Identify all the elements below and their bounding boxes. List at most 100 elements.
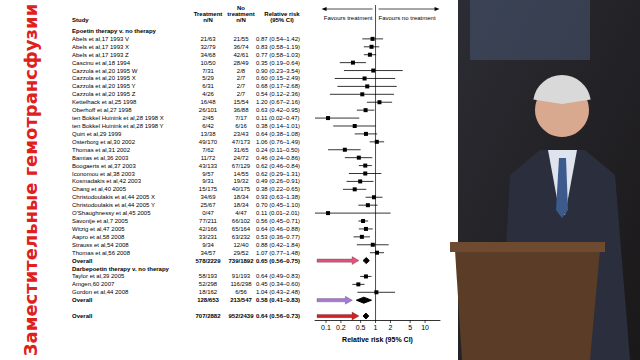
svg-text:Favours no treatment: Favours no treatment — [379, 15, 436, 21]
svg-text:707/2882: 707/2882 — [195, 313, 221, 319]
svg-text:Abels et al,17 1993 V: Abels et al,17 1993 V — [72, 36, 129, 42]
svg-text:Cazzola et al,20 1995 X: Cazzola et al,20 1995 X — [72, 75, 136, 81]
svg-text:18/34: 18/34 — [233, 202, 249, 208]
svg-text:23/43: 23/43 — [233, 131, 249, 137]
svg-text:Osterborg et al,30 2002: Osterborg et al,30 2002 — [72, 139, 136, 145]
svg-text:11/72: 11/72 — [201, 155, 216, 161]
svg-text:Thomas et al,31 2002: Thomas et al,31 2002 — [72, 147, 131, 153]
svg-text:0.35 (0.19–0.64): 0.35 (0.19–0.64) — [256, 60, 300, 66]
svg-text:14/55: 14/55 — [233, 171, 249, 177]
svg-text:67/129: 67/129 — [232, 163, 251, 169]
svg-text:Favours treatment: Favours treatment — [324, 15, 373, 21]
svg-text:77/211: 77/211 — [199, 218, 218, 224]
svg-text:Epoetin therapy v. no therapy: Epoetin therapy v. no therapy — [72, 28, 157, 34]
svg-text:0.1: 0.1 — [321, 324, 331, 331]
svg-text:Kettelhack et al,25 1998: Kettelhack et al,25 1998 — [72, 99, 137, 105]
svg-text:32/79: 32/79 — [200, 44, 216, 50]
svg-text:7/31: 7/31 — [202, 68, 214, 74]
svg-text:6/16: 6/16 — [235, 123, 247, 129]
svg-text:47/173: 47/173 — [232, 139, 251, 145]
svg-text:Aapro et al,58 2008: Aapro et al,58 2008 — [72, 234, 125, 240]
svg-text:34/57: 34/57 — [200, 250, 216, 256]
svg-text:Overall: Overall — [72, 297, 93, 303]
svg-text:0.87 (0.54–1.42): 0.87 (0.54–1.42) — [256, 36, 300, 42]
svg-text:Amgen,60 2007: Amgen,60 2007 — [72, 281, 115, 287]
svg-text:91/193: 91/193 — [232, 273, 251, 279]
svg-text:0.90 (0.23–3.54): 0.90 (0.23–3.54) — [256, 68, 300, 74]
svg-text:66/102: 66/102 — [232, 218, 251, 224]
svg-text:Boogaerts et al,37 2003: Boogaerts et al,37 2003 — [72, 163, 136, 169]
svg-text:2/8: 2/8 — [237, 68, 246, 74]
svg-text:Darbepoetin therapy v. no ther: Darbepoetin therapy v. no therapy — [72, 266, 170, 272]
svg-text:0.5: 0.5 — [356, 324, 366, 331]
svg-text:52/298: 52/298 — [199, 281, 218, 287]
svg-text:2/7: 2/7 — [237, 83, 246, 89]
svg-text:0.70 (0.45–1.10): 0.70 (0.45–1.10) — [256, 202, 300, 208]
svg-text:18/34: 18/34 — [233, 194, 249, 200]
svg-text:36/88: 36/88 — [233, 107, 249, 113]
svg-text:0.45 (0.34–0.60): 0.45 (0.34–0.60) — [256, 281, 300, 287]
svg-text:Iconomou et al,38 2003: Iconomou et al,38 2003 — [72, 171, 135, 177]
svg-text:10: 10 — [421, 324, 429, 331]
svg-text:n/N: n/N — [236, 17, 246, 23]
svg-text:1.20 (0.67–2.16): 1.20 (0.67–2.16) — [256, 99, 300, 105]
svg-text:Strauss et al,54 2008: Strauss et al,54 2008 — [72, 242, 129, 248]
svg-text:Witzig et al,47 2005: Witzig et al,47 2005 — [72, 226, 125, 232]
svg-text:ten Bokkel Huinink et al,28 19: ten Bokkel Huinink et al,28 1998 X — [72, 115, 164, 121]
svg-text:5: 5 — [408, 324, 412, 331]
svg-text:2/45: 2/45 — [202, 115, 214, 121]
svg-text:26/101: 26/101 — [199, 107, 218, 113]
svg-text:33/231: 33/231 — [199, 234, 218, 240]
svg-text:578/2229: 578/2229 — [195, 258, 221, 264]
svg-text:7/62: 7/62 — [202, 147, 214, 153]
svg-text:0.58 (0.41–0.83): 0.58 (0.41–0.83) — [256, 297, 300, 303]
svg-text:6/31: 6/31 — [202, 83, 214, 89]
svg-text:1.06 (0.76–1.49): 1.06 (0.76–1.49) — [256, 139, 300, 145]
svg-text:Chang et al,40 2005: Chang et al,40 2005 — [72, 186, 127, 192]
svg-text:1: 1 — [374, 324, 378, 331]
svg-text:0.64 (0.56–0.73): 0.64 (0.56–0.73) — [256, 313, 300, 319]
svg-text:Overall: Overall — [72, 313, 93, 319]
svg-text:0.83 (0.58–1.19): 0.83 (0.58–1.19) — [256, 44, 300, 50]
svg-text:0.64 (0.38–1.08): 0.64 (0.38–1.08) — [256, 131, 300, 137]
svg-text:29/52: 29/52 — [233, 250, 249, 256]
svg-text:Cascinu et al,18 1994: Cascinu et al,18 1994 — [72, 60, 131, 66]
svg-text:42/61: 42/61 — [233, 52, 249, 58]
svg-text:21/55: 21/55 — [233, 36, 249, 42]
svg-text:31/65: 31/65 — [233, 147, 249, 153]
svg-text:Cazzola et al,20 1995 W: Cazzola et al,20 1995 W — [72, 68, 138, 74]
svg-text:9/31: 9/31 — [202, 178, 214, 184]
svg-text:0.68 (0.17–2.68): 0.68 (0.17–2.68) — [256, 83, 300, 89]
svg-text:65/164: 65/164 — [232, 226, 251, 232]
svg-text:13/38: 13/38 — [200, 131, 216, 137]
svg-text:0.46 (0.24–0.86): 0.46 (0.24–0.86) — [256, 155, 300, 161]
svg-text:Abels et al,17 1993 X: Abels et al,17 1993 X — [72, 44, 129, 50]
svg-text:0.54 (0.12–2.36): 0.54 (0.12–2.36) — [256, 91, 300, 97]
svg-text:739/1892: 739/1892 — [228, 258, 254, 264]
svg-text:0.24 (0.11–0.50): 0.24 (0.11–0.50) — [256, 147, 300, 153]
svg-text:0.62 (0.46–0.84): 0.62 (0.46–0.84) — [256, 163, 300, 169]
svg-text:213/547: 213/547 — [230, 297, 252, 303]
svg-text:0.11 (0.01–2.01): 0.11 (0.01–2.01) — [256, 210, 300, 216]
svg-text:0.77 (0.58–1.03): 0.77 (0.58–1.03) — [256, 52, 300, 58]
svg-text:0.88 (0.42–1.84): 0.88 (0.42–1.84) — [256, 242, 300, 248]
svg-text:49/170: 49/170 — [199, 139, 218, 145]
svg-text:4/47: 4/47 — [235, 210, 247, 216]
svg-text:Oberhoff et al,27 1998: Oberhoff et al,27 1998 — [72, 107, 132, 113]
svg-text:0.11 (0.02–0.47): 0.11 (0.02–0.47) — [256, 115, 300, 121]
svg-text:7/17: 7/17 — [235, 115, 247, 121]
svg-text:Taylor et al,39 2005: Taylor et al,39 2005 — [72, 273, 125, 279]
svg-text:Заместительные гемотрансфузии: Заместительные гемотрансфузии — [20, 4, 41, 357]
svg-text:2/7: 2/7 — [237, 91, 246, 97]
svg-text:1.04 (0.43–2.48): 1.04 (0.43–2.48) — [256, 289, 300, 295]
svg-text:Study: Study — [72, 17, 89, 23]
svg-text:952/2439: 952/2439 — [228, 313, 254, 319]
svg-text:n/N: n/N — [203, 17, 213, 23]
svg-text:0.38 (0.22–0.65): 0.38 (0.22–0.65) — [256, 186, 300, 192]
svg-text:25/67: 25/67 — [200, 202, 216, 208]
svg-text:Quirt et al,29 1999: Quirt et al,29 1999 — [72, 131, 122, 137]
svg-text:Relative risk (95% CI): Relative risk (95% CI) — [342, 336, 413, 344]
svg-text:128/653: 128/653 — [197, 297, 219, 303]
svg-text:0.53 (0.36–0.77): 0.53 (0.36–0.77) — [256, 234, 300, 240]
svg-text:9/57: 9/57 — [202, 171, 214, 177]
